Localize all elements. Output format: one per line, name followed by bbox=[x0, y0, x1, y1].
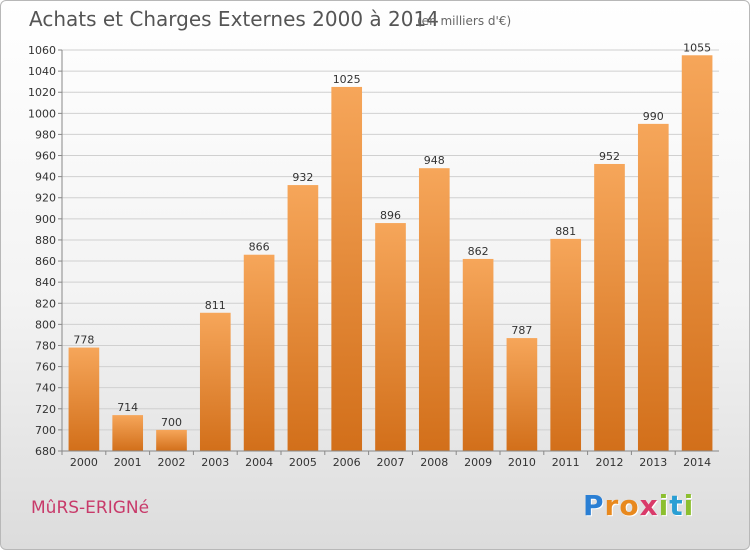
bar-2002 bbox=[156, 429, 187, 451]
x-tick-label: 2007 bbox=[377, 456, 405, 469]
y-tick-label: 680 bbox=[35, 445, 56, 458]
bar-value-label: 700 bbox=[161, 416, 182, 429]
y-tick-label: 760 bbox=[35, 361, 56, 374]
bar-value-label: 952 bbox=[599, 150, 620, 163]
bar-value-label: 990 bbox=[643, 110, 664, 123]
bar-2006 bbox=[331, 86, 363, 452]
bar-value-label: 932 bbox=[292, 171, 313, 184]
bar-2014 bbox=[681, 55, 713, 452]
y-tick-label: 820 bbox=[35, 297, 56, 310]
logo-letter: P bbox=[583, 489, 605, 522]
y-tick-label: 920 bbox=[35, 192, 56, 205]
x-tick-label: 2013 bbox=[639, 456, 667, 469]
y-tick-label: 940 bbox=[35, 171, 56, 184]
y-tick-label: 740 bbox=[35, 382, 56, 395]
x-tick-label: 2010 bbox=[508, 456, 536, 469]
bar-value-label: 778 bbox=[73, 334, 94, 347]
y-tick-label: 720 bbox=[35, 403, 56, 416]
bar-2004 bbox=[243, 254, 275, 451]
y-tick-label: 800 bbox=[35, 318, 56, 331]
bar-2012 bbox=[594, 163, 625, 451]
x-tick-label: 2012 bbox=[596, 456, 624, 469]
bar-value-label: 866 bbox=[249, 241, 270, 254]
bar-value-label: 948 bbox=[424, 154, 445, 167]
bar-value-label: 714 bbox=[117, 401, 138, 414]
y-tick-label: 960 bbox=[35, 150, 56, 163]
chart-title: Achats et Charges Externes 2000 à 2014 bbox=[29, 7, 439, 31]
axes bbox=[61, 50, 719, 452]
bar-2000 bbox=[68, 347, 100, 451]
y-tick-label: 780 bbox=[35, 339, 56, 352]
bar-value-label: 811 bbox=[205, 299, 226, 312]
y-tick-label: 1040 bbox=[28, 65, 56, 78]
bar-2005 bbox=[287, 185, 319, 452]
x-tick-label: 2014 bbox=[683, 456, 711, 469]
bar-value-label: 862 bbox=[468, 245, 489, 258]
bar-value-label: 1055 bbox=[683, 41, 711, 54]
bar-2013 bbox=[637, 123, 669, 452]
logo-letter: i bbox=[683, 489, 695, 522]
x-tick-label: 2009 bbox=[464, 456, 492, 469]
y-tick-label: 1060 bbox=[28, 44, 56, 57]
y-tick-label: 980 bbox=[35, 128, 56, 141]
bars: 778 714 700 811 866 932 1025 896 948 862 787 881 952… bbox=[68, 41, 713, 452]
x-tick-label: 2005 bbox=[289, 456, 317, 469]
logo-letter: r bbox=[604, 489, 620, 522]
bar-2003 bbox=[199, 312, 231, 451]
bar-value-label: 881 bbox=[555, 225, 576, 238]
bar-value-label: 896 bbox=[380, 209, 401, 222]
bar-value-label: 1025 bbox=[333, 73, 361, 86]
x-tick-label: 2001 bbox=[114, 456, 142, 469]
proxiti-logo: Proxiti bbox=[583, 489, 694, 522]
y-tick-label: 880 bbox=[35, 234, 56, 247]
x-tick-label: 2003 bbox=[201, 456, 229, 469]
y-axis-ticks: 680 700 720 740 760 780 800 820 840 860 880 900 920 9… bbox=[28, 44, 62, 458]
logo-letter: x bbox=[639, 489, 659, 522]
y-tick-label: 840 bbox=[35, 276, 56, 289]
bar-value-label: 787 bbox=[511, 324, 532, 337]
commune-name: MûRS-ERIGNé bbox=[31, 498, 150, 518]
y-tick-label: 860 bbox=[35, 255, 56, 268]
bar-2009 bbox=[462, 258, 494, 451]
x-axis-ticks: 2000 2001 2002 2003 2004 2005 2006 2007 2008 2009… bbox=[61, 451, 711, 469]
x-tick-label: 2002 bbox=[158, 456, 186, 469]
y-tick-label: 700 bbox=[35, 424, 56, 437]
bar-2008 bbox=[418, 168, 450, 452]
chart-subtitle: (en milliers d'€) bbox=[417, 14, 512, 28]
logo-letter: t bbox=[669, 489, 684, 522]
y-tick-label: 1000 bbox=[28, 107, 56, 120]
bar-2011 bbox=[550, 238, 582, 451]
bar-2007 bbox=[375, 223, 406, 451]
logo-letter: o bbox=[619, 489, 640, 522]
logo-letter: i bbox=[658, 489, 670, 522]
x-tick-label: 2004 bbox=[245, 456, 273, 469]
y-tick-label: 900 bbox=[35, 213, 56, 226]
bar-2010 bbox=[506, 338, 538, 451]
x-tick-label: 2006 bbox=[333, 456, 361, 469]
x-tick-label: 2011 bbox=[552, 456, 580, 469]
y-tick-label: 1020 bbox=[28, 86, 56, 99]
x-tick-label: 2000 bbox=[70, 456, 98, 469]
x-tick-label: 2008 bbox=[420, 456, 448, 469]
bar-2001 bbox=[112, 415, 144, 451]
